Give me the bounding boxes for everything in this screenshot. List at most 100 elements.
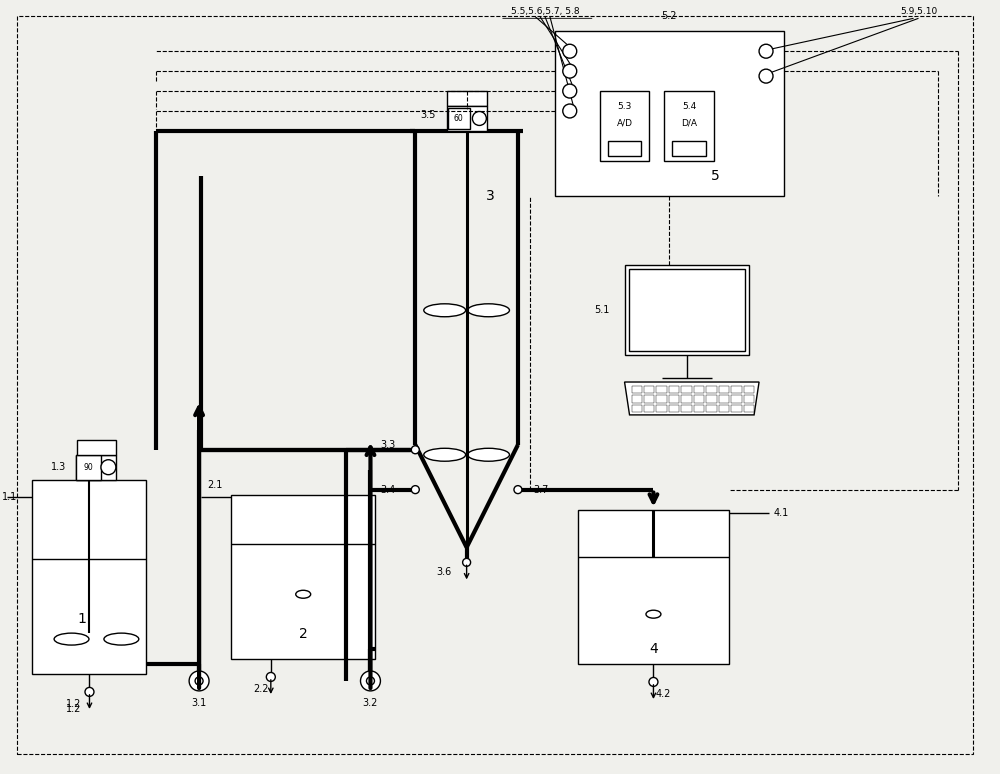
Circle shape [472,111,486,125]
Bar [632,405,642,412]
Text: 3.6: 3.6 [436,567,452,577]
Text: 2.1: 2.1 [208,480,223,490]
Text: 2: 2 [299,627,308,641]
Text: 1.2: 1.2 [66,704,81,714]
Bar [629,269,745,351]
Bar [656,405,667,412]
Ellipse shape [296,591,311,598]
Text: 60: 60 [454,114,464,123]
Text: 1.3: 1.3 [51,462,67,472]
Bar [76,455,116,480]
Circle shape [649,677,658,687]
Text: 3.2: 3.2 [363,698,378,708]
Text: 90: 90 [84,463,93,471]
Text: 5.4: 5.4 [682,101,696,111]
Text: 2.2: 2.2 [253,684,269,694]
Circle shape [85,687,94,697]
Circle shape [759,69,773,83]
Text: 3.5: 3.5 [420,111,435,121]
Bar [731,405,742,412]
Circle shape [366,677,374,685]
Circle shape [563,64,577,78]
Bar [719,405,729,412]
Ellipse shape [424,448,466,461]
Text: 5.1: 5.1 [594,305,610,315]
Bar [76,455,101,480]
Text: 3.1: 3.1 [191,698,207,708]
Bar [731,396,742,402]
Circle shape [563,44,577,58]
Bar [231,495,375,659]
Circle shape [101,460,116,474]
Circle shape [759,44,773,58]
Bar [719,396,729,402]
Bar [656,385,667,393]
Bar [731,385,742,393]
Bar [632,396,642,402]
Text: 5.5,5.6,5.7, 5.8: 5.5,5.6,5.7, 5.8 [511,7,579,15]
Bar [447,106,487,131]
Text: 4: 4 [649,642,658,656]
Bar [644,385,654,393]
Circle shape [411,485,419,494]
Bar [608,141,641,156]
Text: 3.4: 3.4 [380,485,395,495]
Text: 1.2: 1.2 [66,699,81,709]
Text: 3.3: 3.3 [380,440,395,450]
Bar [32,480,146,674]
Bar [448,108,470,129]
Circle shape [463,558,471,567]
Bar [694,405,704,412]
Bar [744,385,754,393]
Text: 5.3: 5.3 [617,101,632,111]
Bar [744,405,754,412]
Circle shape [189,671,209,691]
Bar [669,385,679,393]
Ellipse shape [468,304,509,317]
Bar [555,31,784,196]
Polygon shape [625,382,759,415]
Bar [706,405,717,412]
Bar [77,440,116,455]
Bar [625,265,749,355]
Bar [669,405,679,412]
Bar [719,385,729,393]
Text: 3: 3 [486,189,494,203]
Bar [694,396,704,402]
Circle shape [361,671,380,691]
Text: 1: 1 [77,612,86,626]
Bar [600,91,649,161]
Circle shape [266,673,275,681]
Bar [694,385,704,393]
Text: 3.7: 3.7 [533,485,548,495]
Ellipse shape [54,633,89,645]
Bar [744,396,754,402]
Text: 1.1: 1.1 [2,491,17,502]
Circle shape [411,446,419,454]
Bar [447,91,487,106]
Bar [669,396,679,402]
Bar [706,385,717,393]
Text: 5: 5 [711,169,720,183]
Circle shape [563,84,577,98]
Text: D/A: D/A [681,118,697,128]
Circle shape [514,485,522,494]
Circle shape [563,104,577,118]
Text: 4.2: 4.2 [656,689,671,699]
Text: 5.9,5.10: 5.9,5.10 [900,7,937,15]
Bar [681,385,692,393]
Bar [578,509,729,664]
Bar [681,396,692,402]
Text: 4.1: 4.1 [774,508,789,518]
Bar [656,396,667,402]
Ellipse shape [468,448,509,461]
Ellipse shape [646,610,661,618]
Bar [644,405,654,412]
Bar [681,405,692,412]
Text: A/D: A/D [617,118,633,128]
Bar [644,396,654,402]
Bar [664,91,714,161]
Ellipse shape [424,304,466,317]
Bar [632,385,642,393]
Circle shape [195,677,203,685]
